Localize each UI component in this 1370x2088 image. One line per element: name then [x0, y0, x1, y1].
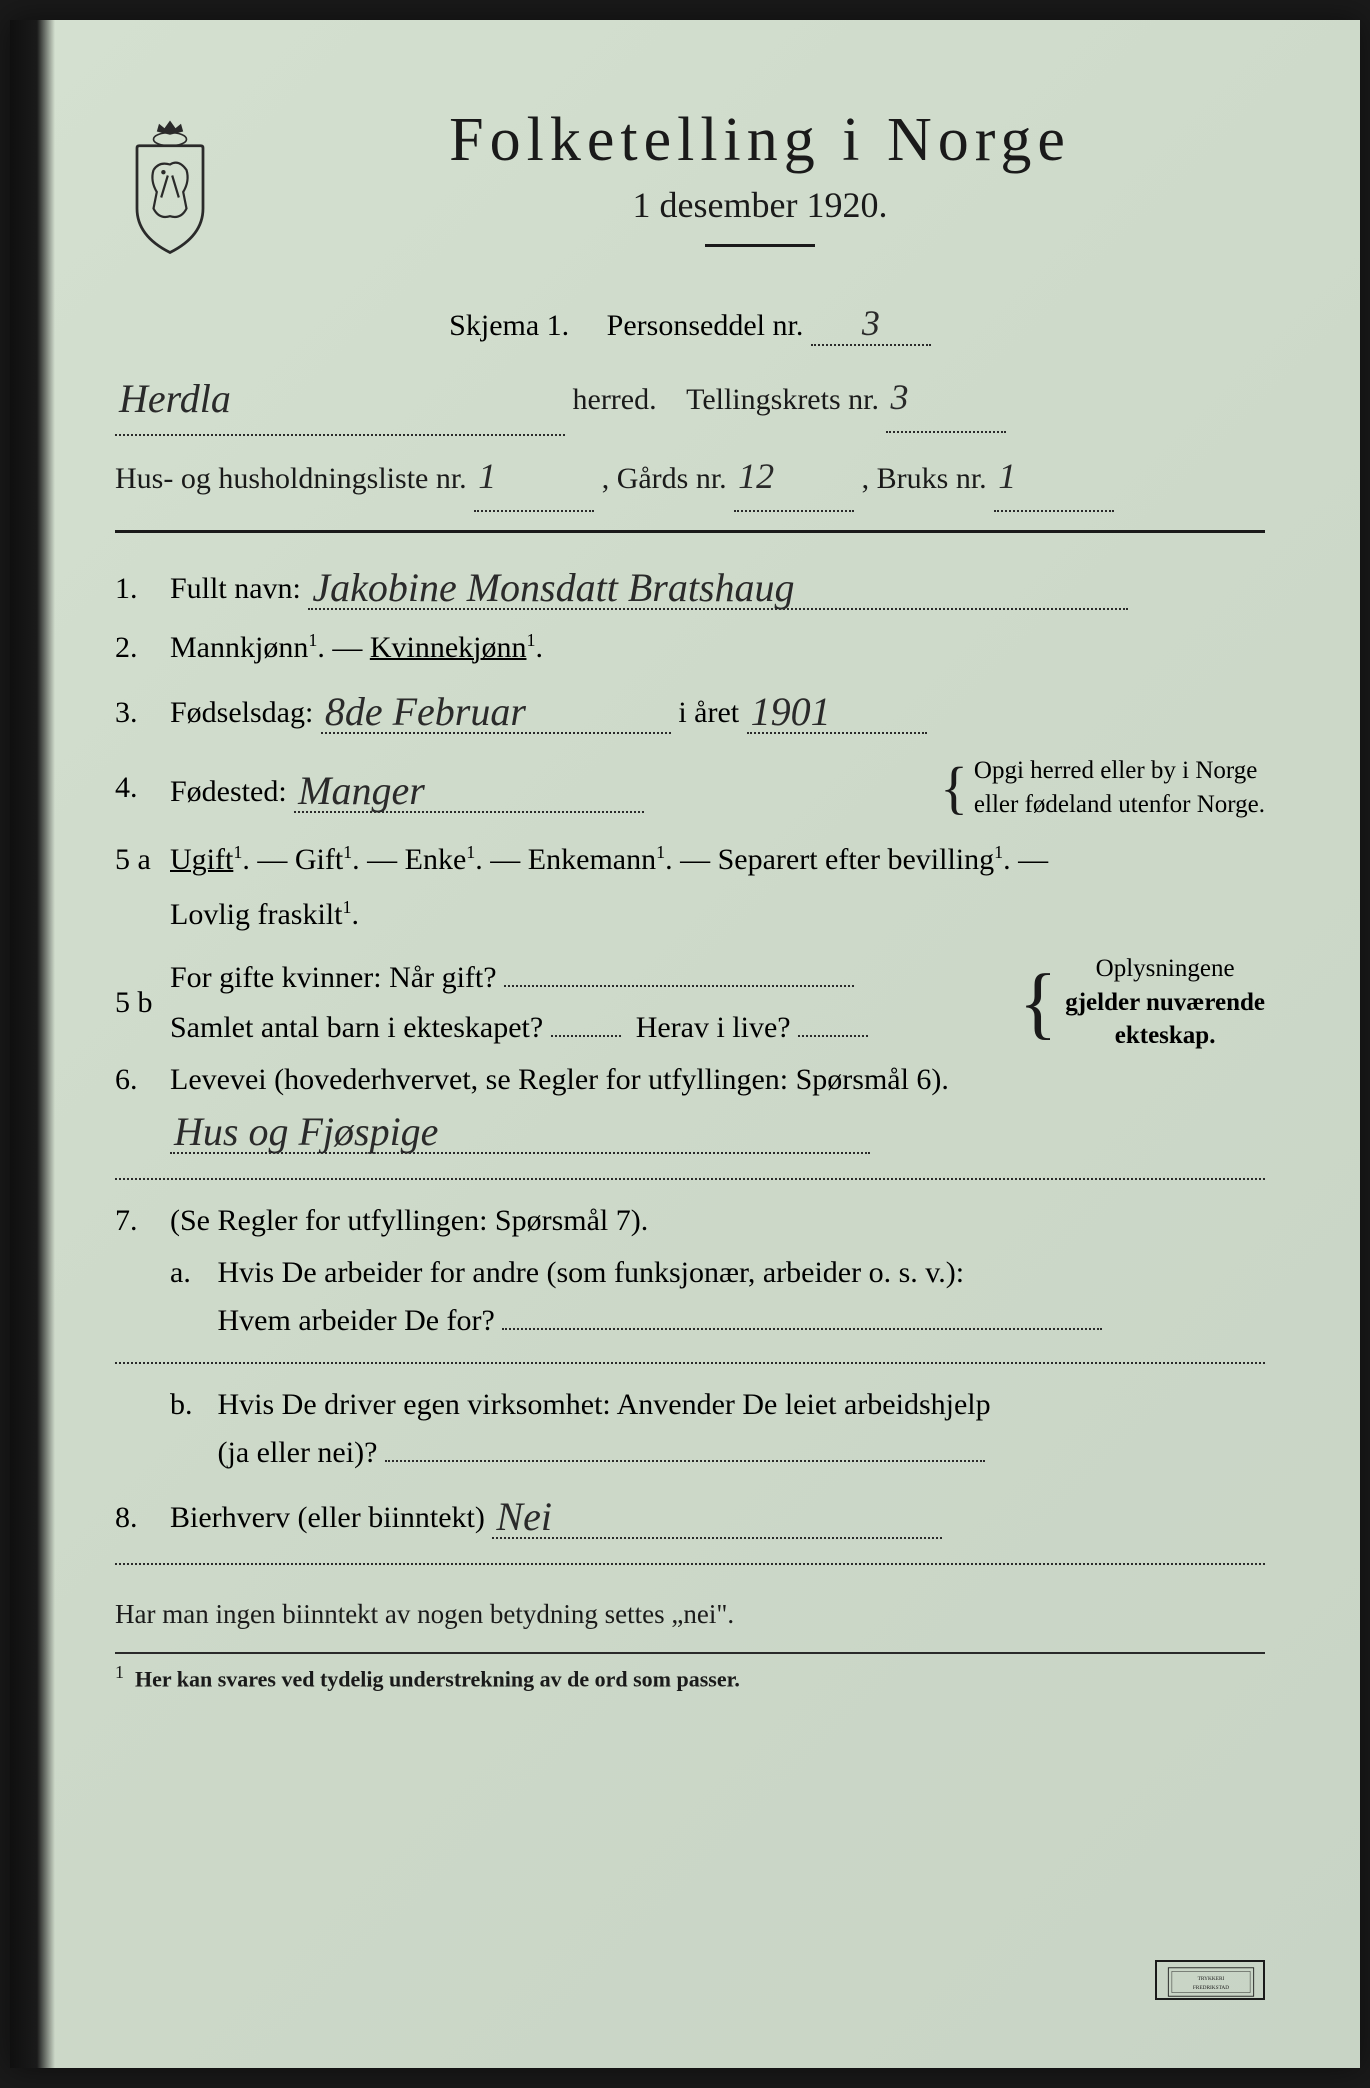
question-5b: 5 b For gifte kvinner: Når gift? Samlet …	[115, 952, 1265, 1053]
q2-mann: Mannkjønn	[170, 631, 308, 664]
skjema-line: Skjema 1. Personseddel nr. 3	[115, 302, 1265, 346]
header: Folketelling i Norge 1 desember 1920.	[115, 105, 1265, 272]
q2-num: 2.	[115, 631, 170, 665]
tellingskrets-nr: 3	[890, 377, 908, 417]
bruks-nr: 1	[998, 456, 1016, 496]
q6-num: 6.	[115, 1063, 170, 1097]
question-1: 1. Fullt navn: Jakobine Monsdatt Bratsha…	[115, 561, 1265, 610]
q5a-gift: Gift	[295, 843, 343, 876]
question-7a: a. Hvis De arbeider for andre (som funks…	[115, 1256, 1265, 1290]
q3-day: 8de Februar	[325, 689, 526, 734]
q7-label: (Se Regler for utfyllingen: Spørsmål 7).	[170, 1204, 648, 1237]
question-7b: b. Hvis De driver egen virksomhet: Anven…	[115, 1388, 1265, 1422]
q5a-enke: Enke	[405, 843, 467, 876]
q2-kvinne: Kvinnekjønn	[370, 631, 527, 664]
q5a-ugift: Ugift	[170, 843, 233, 876]
title-rule	[705, 244, 815, 247]
personseddel-label: Personseddel nr.	[607, 309, 804, 342]
q4-label: Fødested:	[170, 775, 287, 808]
question-7b-line2: (ja eller nei)?	[115, 1436, 1265, 1470]
q1-num: 1.	[115, 572, 170, 606]
herred-label: herred.	[573, 383, 657, 416]
q5b-label2: Samlet antal barn i ekteskapet?	[170, 1011, 543, 1044]
main-title: Folketelling i Norge	[255, 105, 1265, 176]
herred-line: Herdla herred. Tellingskrets nr. 3	[115, 358, 1265, 436]
brace-icon: {	[940, 771, 968, 806]
q5b-num: 5 b	[115, 986, 170, 1020]
gards-nr: 12	[738, 456, 774, 496]
q4-value: Manger	[298, 768, 425, 813]
q3-year-label: i året	[678, 696, 739, 729]
footer-note-1: Har man ingen biinntekt av nogen betydni…	[115, 1589, 1265, 1640]
skjema-label: Skjema 1.	[449, 309, 569, 342]
dotted-rule-3	[115, 1563, 1265, 1565]
census-form-page: Folketelling i Norge 1 desember 1920. Sk…	[10, 20, 1360, 2068]
q3-year: 1901	[751, 689, 831, 734]
q5a-enkemann: Enkemann	[528, 843, 656, 876]
title-block: Folketelling i Norge 1 desember 1920.	[255, 105, 1265, 272]
rule-footer	[115, 1652, 1265, 1654]
q6-value: Hus og Fjøspige	[174, 1109, 438, 1154]
q4-num: 4.	[115, 771, 170, 805]
question-7: 7. (Se Regler for utfyllingen: Spørsmål …	[115, 1204, 1265, 1238]
q3-label: Fødselsdag:	[170, 696, 313, 729]
q8-num: 8.	[115, 1501, 170, 1535]
dotted-rule	[115, 1178, 1265, 1180]
question-6-answer: Hus og Fjøspige	[115, 1105, 1265, 1154]
svg-text:TRYKKERI: TRYKKERI	[1198, 1976, 1225, 1982]
q7a-line2: Hvem arbeider De for?	[218, 1304, 495, 1337]
printer-stamp: TRYKKERI FREDRIKSTAD	[1155, 1960, 1265, 2000]
bruks-label: , Bruks nr.	[862, 462, 987, 495]
q7-num: 7.	[115, 1204, 170, 1238]
q5b-label3: Herav i live?	[636, 1011, 791, 1044]
q6-label: Levevei (hovederhvervet, se Regler for u…	[170, 1063, 949, 1096]
q7b-line2: (ja eller nei)?	[218, 1436, 378, 1469]
q5a-separert: Separert efter bevilling	[718, 843, 995, 876]
personseddel-nr: 3	[862, 303, 880, 343]
question-4: 4. Fødested: Manger { Opgi herred eller …	[115, 754, 1265, 822]
brace-icon-2: {	[1019, 979, 1057, 1027]
question-3: 3. Fødselsdag: 8de Februar i året 1901	[115, 685, 1265, 734]
question-5a: 5 a Ugift1. — Gift1. — Enke1. — Enkemann…	[115, 842, 1265, 877]
q4-note: Opgi herred eller by i Norge eller fødel…	[974, 754, 1265, 822]
svg-text:FREDRIKSTAD: FREDRIKSTAD	[1193, 1985, 1229, 1991]
q8-label: Bierhverv (eller biinntekt)	[170, 1501, 485, 1534]
q7b-letter: b.	[170, 1388, 210, 1422]
husliste-label: Hus- og husholdningsliste nr.	[115, 462, 467, 495]
q5b-label1: For gifte kvinner: Når gift?	[170, 961, 497, 994]
q8-value: Nei	[496, 1494, 552, 1539]
q7b-line1: Hvis De driver egen virksomhet: Anvender…	[218, 1388, 991, 1421]
q7a-line1: Hvis De arbeider for andre (som funksjon…	[218, 1256, 965, 1289]
husliste-nr: 1	[478, 456, 496, 496]
question-7a-line2: Hvem arbeider De for?	[115, 1304, 1265, 1338]
tellingskrets-label: Tellingskrets nr.	[686, 383, 879, 416]
question-2: 2. Mannkjønn1. — Kvinnekjønn1.	[115, 630, 1265, 665]
q1-value: Jakobine Monsdatt Bratshaug	[312, 565, 794, 610]
husliste-line: Hus- og husholdningsliste nr. 1 , Gårds …	[115, 442, 1265, 512]
q1-label: Fullt navn:	[170, 572, 301, 605]
coat-of-arms	[115, 115, 225, 255]
crest-icon	[115, 115, 225, 258]
footer-note-2: 1 Her kan svares ved tydelig understrekn…	[115, 1662, 1265, 1692]
q5a-fraskilt: Lovlig fraskilt	[170, 898, 342, 931]
q5b-note: Oplysningene gjelder nuværende ekteskap.	[1065, 952, 1265, 1053]
rule-1	[115, 530, 1265, 533]
q7a-letter: a.	[170, 1256, 210, 1290]
q3-num: 3.	[115, 696, 170, 730]
question-5a-cont: Lovlig fraskilt1.	[115, 897, 1265, 932]
dotted-rule-2	[115, 1362, 1265, 1364]
question-6: 6. Levevei (hovederhvervet, se Regler fo…	[115, 1063, 1265, 1097]
gards-label: , Gårds nr.	[602, 462, 727, 495]
subtitle-date: 1 desember 1920.	[255, 184, 1265, 226]
herred-value: Herdla	[119, 376, 231, 421]
question-8: 8. Bierhverv (eller biinntekt) Nei	[115, 1490, 1265, 1539]
q5a-num: 5 a	[115, 843, 170, 877]
